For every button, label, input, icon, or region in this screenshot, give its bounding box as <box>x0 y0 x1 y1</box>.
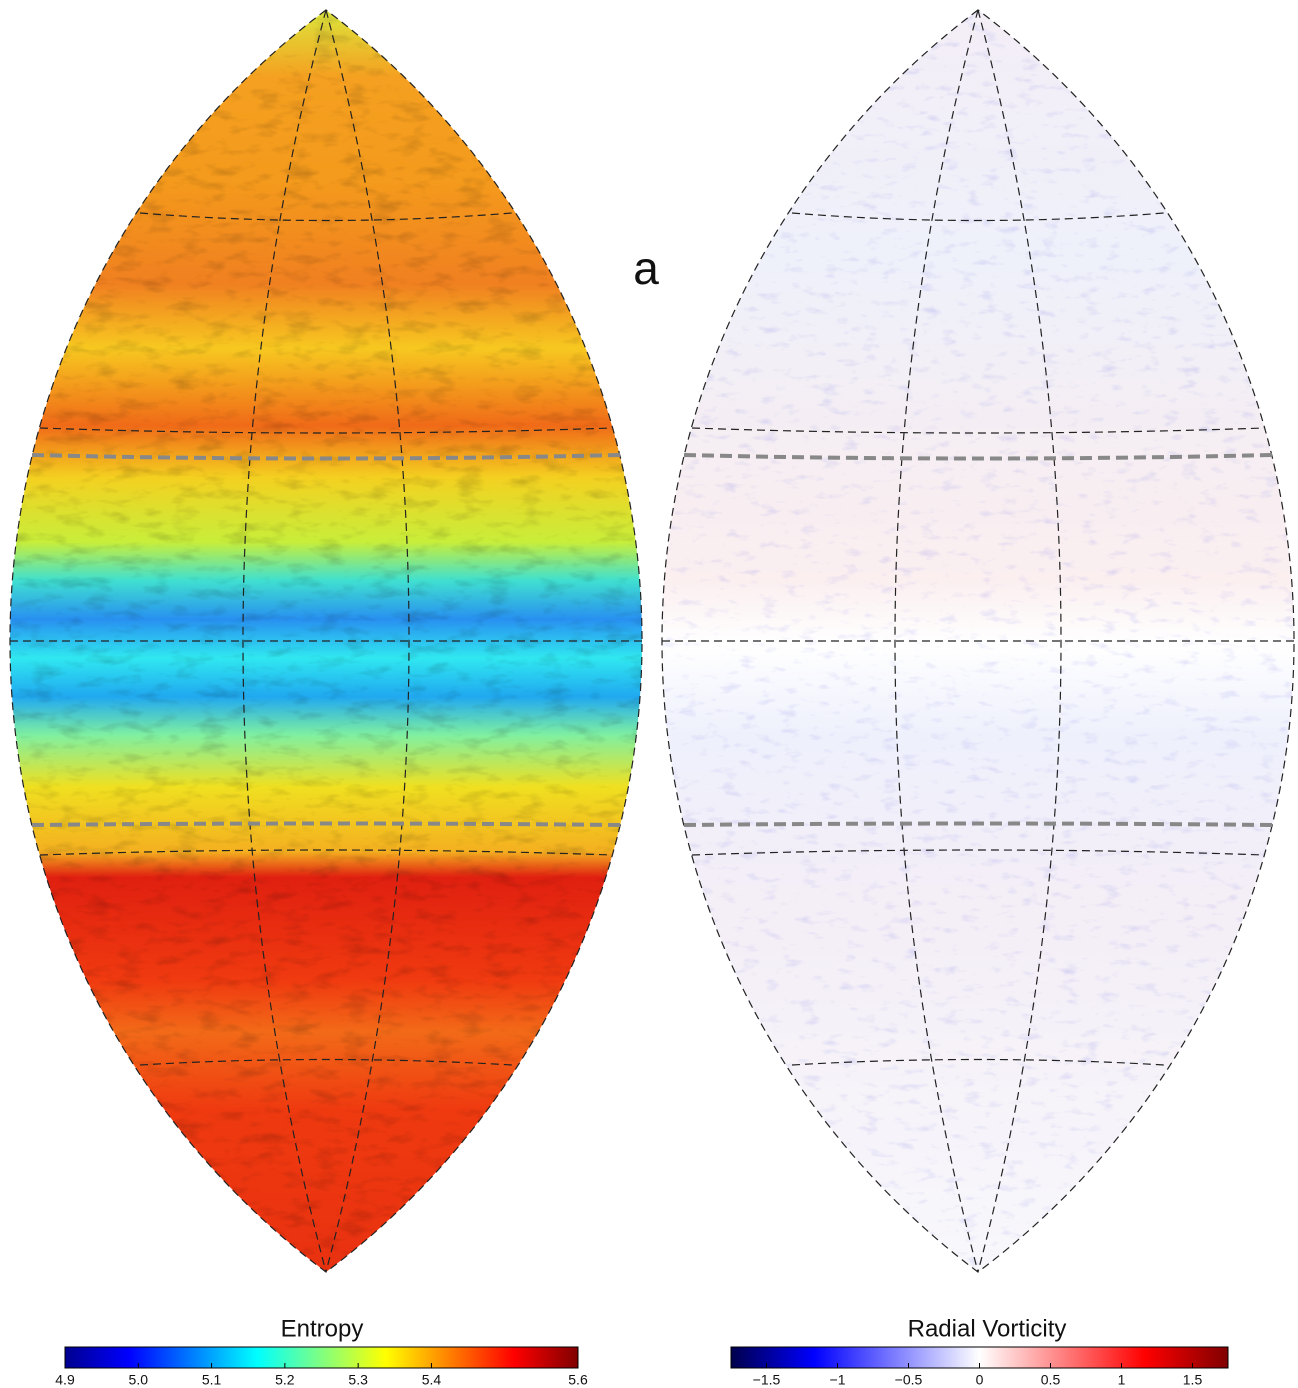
colorbar-title: Radial Vorticity <box>908 1315 1067 1342</box>
colorbar-tick-label: −1 <box>830 1372 846 1388</box>
colorbar-title: Entropy <box>281 1315 364 1342</box>
colorbar-tick-label: 5.3 <box>348 1372 368 1388</box>
colorbar-tick-label: 5.1 <box>202 1372 222 1388</box>
colorbar-tick-label: −0.5 <box>895 1372 923 1388</box>
colorbar-tick-label: 0 <box>976 1372 984 1388</box>
panel-label: a <box>633 242 659 294</box>
vorticity-map <box>661 10 1295 1272</box>
colorbar-tick-label: 0.5 <box>1041 1372 1061 1388</box>
colorbar-tick-label: 1 <box>1118 1372 1126 1388</box>
colorbars: Entropy 4.9 5.0 5.1 5.2 5.3 5.4 5.6 Radial Vorti… <box>55 1315 1229 1388</box>
highlight-latitudes <box>31 453 1273 827</box>
colorbar-tick-label: 5.4 <box>422 1372 442 1388</box>
colorbar-tick-label: 4.9 <box>55 1372 75 1388</box>
entropy-map <box>9 10 643 1272</box>
colorbar-tick-label: 5.6 <box>568 1372 588 1388</box>
colorbar-tick-label: 5.2 <box>275 1372 295 1388</box>
colorbar-tick-label: −1.5 <box>753 1372 781 1388</box>
colorbar-tick-label: 5.0 <box>129 1372 149 1388</box>
graticule <box>9 9 1295 1273</box>
colorbar <box>64 1346 579 1369</box>
colorbar-tick-label: 1.5 <box>1183 1372 1203 1388</box>
